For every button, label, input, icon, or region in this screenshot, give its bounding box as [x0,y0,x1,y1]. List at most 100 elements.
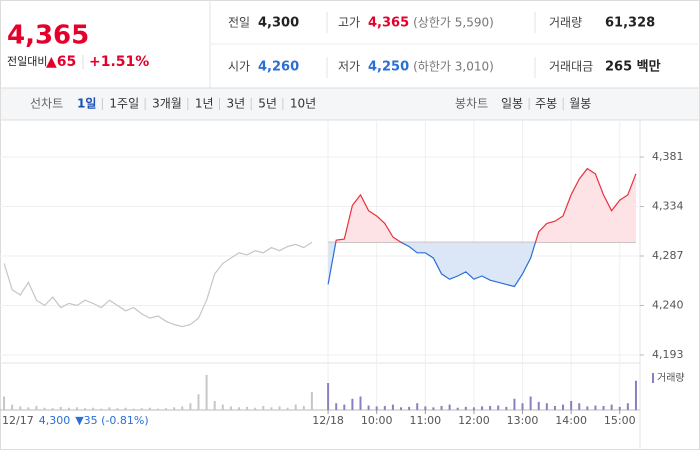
volume-bar [124,407,127,410]
volume-bar [221,404,224,410]
y-tick-label: 4,193 [652,348,684,361]
y-tick-label: 4,240 [652,299,684,312]
volume-bar [335,403,338,410]
volume-bar [432,407,435,410]
volume-bar [343,404,346,410]
prev-day-close: 4,300 [39,414,71,427]
volume-bar [286,407,289,410]
volume-bar [448,404,451,410]
volume-bar [3,396,6,410]
volume-bar [19,406,22,410]
prev-day-change: ▼35 (-0.81%) [75,414,148,427]
stat-label: 저가 [338,60,360,74]
volume-bar [602,405,605,410]
volume-bar [456,407,459,410]
period-tab[interactable]: 일봉 [501,97,523,111]
stat-label: 시가 [228,60,250,74]
volume-bar [618,406,621,410]
stat-note: (상한가 5,590) [413,16,494,30]
volume-bar [173,407,176,410]
stat-value: 4,300 [258,16,299,31]
x-tick-label: 13:00 [507,414,539,427]
legend-swatch [652,373,654,383]
volume-bar [181,406,184,410]
period-tab[interactable]: 1년 [195,97,214,111]
volume-bar [189,403,192,410]
volume-bar [489,405,492,410]
volume-bar [27,407,30,410]
volume-bar [59,406,62,410]
stat-label: 거래대금 [549,60,593,74]
stat-value: 265 백만 [605,59,661,75]
volume-bar [302,405,305,410]
volume-bar [148,407,151,410]
volume-bar [440,405,443,410]
volume-bar [505,406,508,410]
volume-bar [246,406,249,410]
volume-bar [367,405,370,410]
stat-note: (하한가 3,010) [413,60,494,74]
tab-label: 선차트 [30,97,63,111]
x-tick-label: 14:00 [555,414,587,427]
volume-bar [375,406,378,410]
volume-bar [521,403,524,410]
volume-bar [229,406,232,410]
price: 4,365 [7,21,89,51]
volume-bar [553,405,556,410]
period-tab[interactable]: 3년 [227,97,246,111]
prev-price-line [3,241,313,328]
period-tab[interactable]: 월봉 [569,97,591,111]
volume-bar [262,405,265,410]
stat-label: 전일 [228,16,250,30]
prev-day-date: 12/17 [2,414,34,427]
volume-bar [165,408,168,410]
volume-bar [610,404,613,410]
volume-bar [481,406,484,410]
volume-bar [84,408,87,410]
volume-bar [116,408,119,410]
period-tab[interactable]: 3개월 [152,97,182,111]
stat-label: 고가 [338,16,360,30]
volume-bar [197,394,200,410]
area [328,168,636,287]
volume-bar [464,406,467,410]
volume-bar [92,407,95,410]
volume-bar [351,398,354,410]
stat-value: 4,365 [368,16,409,31]
volume-bar [497,405,500,410]
period-tab[interactable]: 주봉 [535,97,557,111]
volume-bar [537,401,540,410]
volume-bar [383,405,386,410]
volume-bar [270,407,273,410]
volume-bar [213,401,216,410]
y-tick-label: 4,287 [652,249,684,262]
period-tab[interactable]: 10년 [290,97,316,111]
volume-bar [67,407,70,410]
stat-value: 61,328 [605,16,655,31]
y-tick-label: 4,381 [652,150,684,163]
period-tab[interactable]: 1주일 [109,97,139,111]
tab-label: 봉차트 [455,97,488,111]
volume-bar [132,408,135,410]
volume-bar [391,404,394,410]
volume-bar [424,406,427,410]
volume-bar [156,408,159,410]
change-rate: +1.51% [89,54,149,70]
volume-bar [586,406,589,410]
volume-bar [578,403,581,410]
price-line [327,167,637,288]
x-tick-label: 10:00 [361,414,393,427]
volume-bar [529,396,532,410]
volume-bar [513,398,516,410]
period-tab[interactable]: 5년 [258,97,277,111]
volume-bar [562,404,565,410]
tab-bar [0,87,700,121]
volume-bar [278,406,281,410]
period-tab[interactable]: 1일 [77,97,96,111]
volume-bar [140,408,143,410]
stat-value: 4,260 [258,60,299,75]
legend-label: 거래량 [657,372,685,384]
volume-bar [294,404,297,410]
volume-bar [75,407,78,410]
x-tick-label: 12/18 [312,414,344,427]
